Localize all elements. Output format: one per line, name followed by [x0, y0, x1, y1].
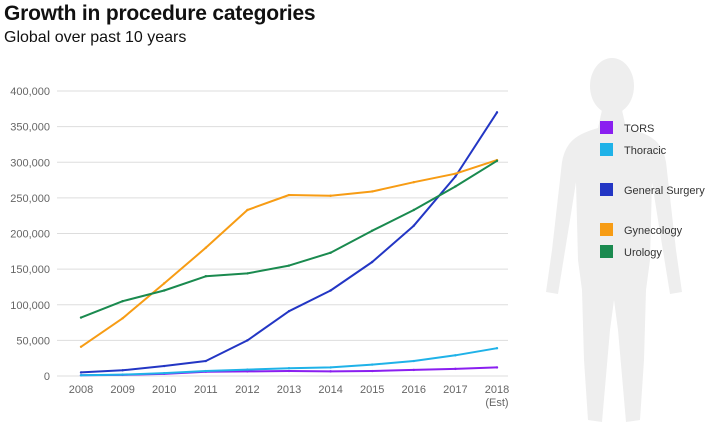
chart-subtitle: Global over past 10 years [4, 29, 187, 46]
data-point-tors [412, 368, 415, 372]
series-line-urology [80, 159, 498, 319]
data-point-general-surgery [495, 111, 499, 114]
data-point-gynecology [287, 193, 291, 197]
chart-title: Growth in procedure categories [4, 2, 316, 25]
y-tick-label: 100,000 [10, 300, 50, 312]
data-point-general-surgery [79, 371, 83, 374]
y-tick-label: 50,000 [16, 335, 50, 347]
y-tick-label: 300,000 [10, 157, 50, 169]
data-point-gynecology [163, 282, 166, 285]
data-point-thoracic [287, 366, 291, 370]
data-point-general-surgery [246, 339, 249, 342]
data-point-general-surgery [163, 364, 166, 368]
data-point-gynecology [246, 208, 249, 212]
x-tick-label: 2013 [277, 384, 301, 396]
legend-swatch-urology [600, 245, 613, 258]
x-tick-label: 2017 [443, 384, 467, 396]
data-point-general-surgery [204, 359, 207, 363]
x-tick-label: 2012 [235, 384, 259, 396]
series-lines [79, 111, 499, 377]
data-point-urology [204, 275, 207, 278]
data-point-thoracic [163, 371, 166, 375]
data-point-urology [412, 208, 415, 212]
data-point-urology [79, 316, 83, 319]
gridlines [57, 90, 508, 377]
data-point-gynecology [371, 190, 374, 193]
legend-label-thoracic: Thoracic [624, 145, 667, 157]
data-point-general-surgery [121, 369, 124, 372]
y-tick-label: 200,000 [10, 229, 50, 241]
data-point-thoracic [454, 354, 457, 357]
y-tick-label: 150,000 [10, 264, 50, 276]
series-line-gynecology [80, 159, 498, 348]
series-line-general-surgery [80, 111, 498, 374]
legend-swatch-gynecology [600, 223, 613, 236]
data-point-tors [454, 367, 457, 371]
data-point-urology [163, 289, 166, 292]
x-tick-sublabel: (Est) [485, 397, 508, 409]
data-point-gynecology [79, 345, 83, 348]
data-point-gynecology [121, 317, 124, 320]
x-tick-label: 2016 [402, 384, 426, 396]
y-tick-label: 0 [44, 371, 50, 383]
x-tick-label: 2018 [485, 384, 509, 396]
data-point-general-surgery [454, 175, 457, 178]
data-point-urology [329, 251, 332, 254]
x-tick-label: 2014 [318, 384, 342, 396]
data-point-thoracic [246, 368, 249, 371]
x-tick-label: 2011 [194, 384, 218, 396]
legend-label-urology: Urology [624, 247, 662, 259]
data-point-gynecology [329, 194, 332, 197]
data-point-tors [495, 366, 499, 369]
data-point-general-surgery [371, 260, 374, 264]
data-point-thoracic [79, 374, 83, 377]
data-point-general-surgery [287, 309, 291, 313]
data-point-tors [246, 370, 249, 373]
x-tick-label: 2009 [110, 384, 134, 396]
human-body-silhouette [546, 58, 682, 422]
data-point-urology [246, 272, 249, 275]
x-axis-ticks: 2008 2009 2010 2011 2012 2013 2014 2015 2016 2017… [69, 384, 509, 409]
data-point-thoracic [329, 366, 332, 369]
data-point-tors [287, 369, 291, 373]
legend-label-gynecology: Gynecology [624, 225, 683, 237]
data-point-urology [287, 264, 291, 267]
legend-swatch-general-surgery [600, 183, 613, 196]
data-point-tors [329, 370, 332, 373]
data-point-thoracic [204, 369, 207, 373]
data-point-urology [371, 229, 374, 232]
legend-label-general-surgery: General Surgery [624, 185, 705, 197]
data-point-gynecology [454, 172, 457, 175]
y-axis-ticks: 0 50,000 100,000 150,000 200,000 250,000 300,0… [10, 86, 50, 383]
data-point-thoracic [495, 347, 499, 350]
legend: TORS Thoracic General Surgery Gynecology Uro… [600, 121, 705, 259]
data-point-urology [454, 185, 457, 188]
legend-label-tors: TORS [624, 123, 654, 135]
data-point-urology [121, 299, 124, 303]
legend-swatch-thoracic [600, 143, 613, 156]
x-tick-label: 2010 [152, 384, 176, 396]
data-point-gynecology [204, 246, 207, 249]
data-point-gynecology [412, 181, 415, 184]
data-point-urology [495, 159, 499, 163]
silhouette-body [546, 110, 682, 422]
data-point-thoracic [412, 359, 415, 363]
data-point-thoracic [121, 373, 124, 376]
y-tick-label: 400,000 [10, 86, 50, 98]
data-point-general-surgery [329, 289, 332, 292]
y-tick-label: 350,000 [10, 122, 50, 134]
data-point-general-surgery [412, 224, 415, 227]
x-tick-label: 2008 [69, 384, 93, 396]
x-tick-label: 2015 [360, 384, 384, 396]
silhouette-head [590, 58, 634, 114]
y-tick-label: 250,000 [10, 193, 50, 205]
data-point-thoracic [371, 363, 374, 366]
legend-swatch-tors [600, 121, 613, 134]
data-point-tors [371, 369, 374, 373]
